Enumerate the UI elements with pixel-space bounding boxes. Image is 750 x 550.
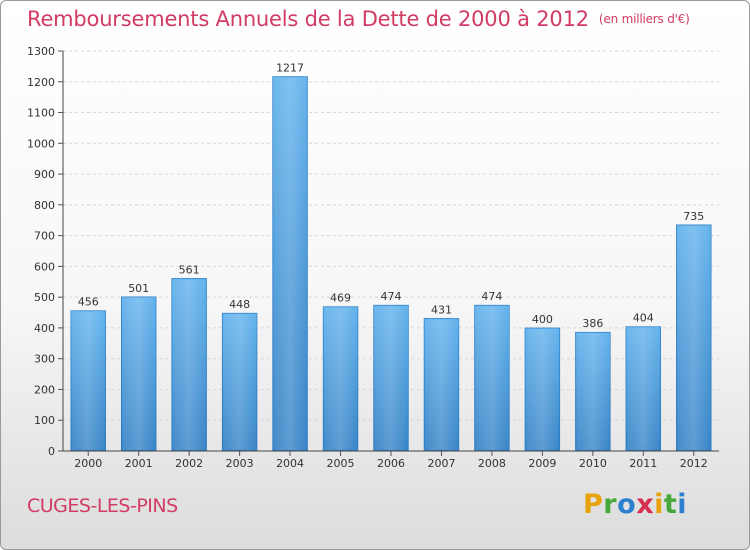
bar-highlight <box>576 333 610 450</box>
x-tick-label-2010: 2010 <box>579 457 607 470</box>
chart-title-text: Remboursements Annuels de la Dette de 20… <box>27 7 589 31</box>
bar-highlight <box>273 77 307 451</box>
x-tick-label-2003: 2003 <box>226 457 254 470</box>
bar-highlight <box>677 225 711 450</box>
bar-highlight <box>525 328 559 450</box>
x-tick-label-2001: 2001 <box>125 457 153 470</box>
data-label-2006: 474 <box>381 290 402 303</box>
y-tick-label: 1100 <box>27 107 55 120</box>
data-label-2012: 735 <box>683 210 704 223</box>
data-label-2000: 456 <box>78 296 99 309</box>
bar-highlight <box>626 327 660 450</box>
logo-letter: P <box>583 489 604 520</box>
y-tick-label: 600 <box>34 260 55 273</box>
y-tick-label: 0 <box>48 445 55 458</box>
bars: 456 501 561 448 1217 469 474 431 474 400 386 404 735 <box>70 62 712 452</box>
y-tick-label: 1000 <box>27 137 55 150</box>
bar-highlight <box>374 306 408 450</box>
bar-highlight <box>172 279 206 450</box>
bar-highlight <box>71 311 105 450</box>
y-tick-label: 300 <box>34 353 55 366</box>
logo-letter: i <box>654 489 664 520</box>
data-label-2001: 501 <box>128 282 149 295</box>
logo-letter: o <box>617 489 637 520</box>
bar-highlight <box>223 314 257 450</box>
logo-letter: t <box>663 489 678 520</box>
x-tick-label-2007: 2007 <box>427 457 455 470</box>
proxiti-logo: Proxiti <box>583 489 687 520</box>
bar-highlight <box>122 297 156 450</box>
y-tick-label: 700 <box>34 230 55 243</box>
x-tick-label-2000: 2000 <box>74 457 102 470</box>
chart-title: Remboursements Annuels de la Dette de 20… <box>27 7 690 31</box>
x-tick-label-2002: 2002 <box>175 457 203 470</box>
data-label-2003: 448 <box>229 298 250 311</box>
x-tick-label-2011: 2011 <box>629 457 657 470</box>
bar-highlight <box>324 307 357 450</box>
data-label-2008: 474 <box>481 290 502 303</box>
y-tick-label: 1200 <box>27 76 55 89</box>
chart-subtitle: (en milliers d'€) <box>598 12 690 26</box>
town-name: CUGES-LES-PINS <box>27 495 178 517</box>
logo-letter: i <box>677 489 688 520</box>
x-tick-label-2012: 2012 <box>680 457 708 470</box>
y-tick-label: 500 <box>34 291 55 304</box>
data-label-2002: 561 <box>179 263 200 276</box>
x-tick-label-2009: 2009 <box>528 457 556 470</box>
bar-highlight <box>425 319 458 450</box>
bar-highlight <box>475 306 509 450</box>
data-label-2011: 404 <box>633 312 654 325</box>
data-label-2007: 431 <box>431 303 452 316</box>
axes: 0 100 200 300 400 500 600 700 800 900 1000 1100 1200… <box>27 45 719 470</box>
y-tick-label: 400 <box>34 322 55 335</box>
x-tick-label-2004: 2004 <box>276 457 304 470</box>
y-tick-label: 200 <box>34 383 55 396</box>
y-tick-label: 100 <box>34 414 55 427</box>
data-label-2004: 1217 <box>276 62 304 75</box>
y-tick-label: 800 <box>34 199 55 212</box>
y-tick-label: 1300 <box>27 45 55 58</box>
y-tick-label: 900 <box>34 168 55 181</box>
logo-letter: x <box>636 489 655 520</box>
x-tick-label-2005: 2005 <box>327 457 355 470</box>
data-label-2005: 469 <box>330 292 351 305</box>
x-tick-label-2006: 2006 <box>377 457 405 470</box>
data-label-2009: 400 <box>532 313 553 326</box>
data-label-2010: 386 <box>582 317 603 330</box>
logo-letter: r <box>603 489 618 520</box>
x-tick-label-2008: 2008 <box>478 457 506 470</box>
